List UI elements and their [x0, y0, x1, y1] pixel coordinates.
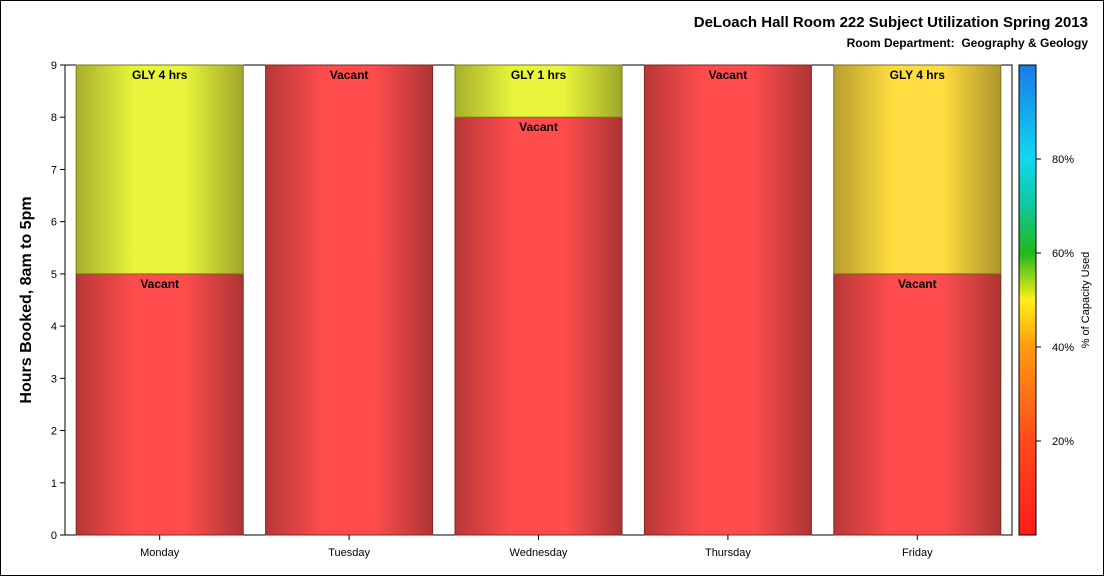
bar-segment-vacant — [75, 273, 244, 536]
bar-data-label: Vacant — [519, 120, 558, 134]
colorbar-label: % of Capacity Used — [1080, 252, 1092, 349]
chart-title: DeLoach Hall Room 222 Subject Utilizatio… — [693, 14, 1088, 31]
y-tick-label: 5 — [51, 269, 57, 281]
colorbar-tick-label: 60% — [1052, 248, 1074, 260]
bar-segment-vacant — [833, 273, 1002, 536]
y-tick-label: 2 — [51, 426, 57, 438]
y-tick-label: 3 — [51, 373, 57, 385]
bar-data-label: GLY 4 hrs — [132, 68, 188, 82]
x-tick-label: Monday — [140, 547, 180, 559]
bar-segment-vacant — [454, 116, 623, 536]
bar-data-label: GLY 4 hrs — [890, 68, 946, 82]
colorbar-tick-label: 40% — [1052, 342, 1074, 354]
bar-segment-gly — [833, 64, 1002, 275]
bar-data-label: Vacant — [898, 277, 937, 291]
y-tick-label: 7 — [51, 164, 57, 176]
chart-subtitle: Room Department: Geography & Geology — [846, 36, 1088, 50]
bar-segment-gly — [454, 64, 623, 118]
y-tick-label: 0 — [51, 530, 57, 542]
bar-data-label: Vacant — [140, 277, 179, 291]
x-tick-label: Tuesday — [328, 547, 370, 559]
bar-data-label: GLY 1 hrs — [511, 68, 567, 82]
x-tick-label: Thursday — [705, 547, 751, 559]
x-tick-label: Friday — [902, 547, 933, 559]
bar-segment-vacant — [643, 64, 812, 536]
y-tick-label: 1 — [51, 478, 57, 490]
colorbar-tick-label: 80% — [1052, 154, 1074, 166]
y-tick-label: 6 — [51, 217, 57, 229]
y-tick-label: 9 — [51, 60, 57, 72]
y-tick-label: 8 — [51, 112, 57, 124]
bar-segment-gly — [75, 64, 244, 275]
bar-data-label: Vacant — [709, 68, 748, 82]
colorbar-tick-label: 20% — [1052, 436, 1074, 448]
colorbar — [1018, 64, 1037, 536]
y-tick-label: 4 — [51, 321, 57, 333]
bar-data-label: Vacant — [330, 68, 369, 82]
x-tick-label: Wednesday — [510, 547, 568, 559]
y-axis-label: Hours Booked, 8am to 5pm — [18, 196, 35, 403]
bar-segment-vacant — [265, 64, 434, 536]
